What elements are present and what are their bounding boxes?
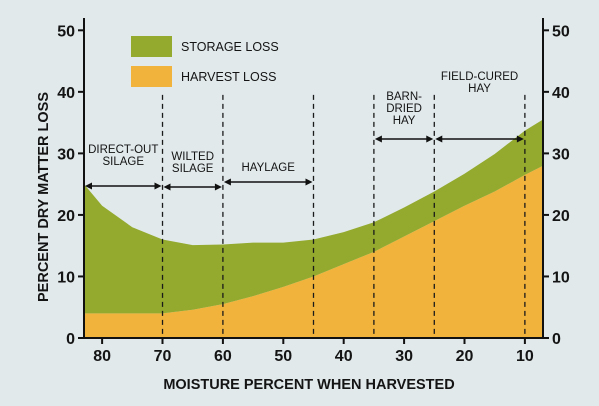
range-label-wilted-silage: SILAGE [172, 163, 214, 175]
range-dividers [161, 94, 526, 338]
stacked-areas [84, 119, 543, 338]
axes: 0 0 10 10 20 20 30 30 40 40 50 50 80 70 60 50 40 30 20 10 [57, 18, 570, 365]
range-arrowhead-left-direct-out-silage [85, 182, 92, 190]
x-tick-label-70: 70 [154, 348, 172, 365]
y-tick-label-right-20: 20 [552, 208, 570, 225]
range-label-barn-dried-hay: BARN- [386, 91, 422, 103]
x-tick-label-20: 20 [456, 348, 474, 365]
y-tick-label-right-50: 50 [552, 23, 570, 40]
x-tick-label-50: 50 [274, 348, 292, 365]
range-label-field-cured-hay: FIELD-CURED [441, 71, 518, 83]
range-label-field-cured-hay: HAY [468, 83, 491, 95]
area-storage-loss [84, 119, 543, 314]
legend-swatch-storage-loss [131, 36, 172, 57]
range-arrowhead-right-direct-out-silage [154, 182, 162, 190]
range-arrowhead-right-field-cured-hay [516, 135, 524, 143]
area-harvest-loss [84, 165, 543, 338]
range-arrowhead-right-haylage [305, 178, 313, 186]
x-tick-label-10: 10 [516, 348, 534, 365]
y-tick-label-left-30: 30 [57, 146, 75, 163]
x-tick-label-40: 40 [335, 348, 353, 365]
range-arrowhead-left-field-cured-hay [435, 135, 443, 143]
y-tick-label-left-50: 50 [57, 23, 75, 40]
x-axis-label: MOISTURE PERCENT WHEN HARVESTED [163, 377, 454, 393]
x-tick-label-80: 80 [93, 348, 111, 365]
x-tick-label-30: 30 [395, 348, 413, 365]
range-label-wilted-silage: WILTED [171, 151, 214, 163]
range-arrowhead-right-wilted-silage [214, 183, 222, 191]
y-tick-label-left-40: 40 [57, 85, 75, 102]
range-arrowhead-right-barn-dried-hay [426, 135, 434, 143]
range-label-direct-out-silage: DIRECT-OUT [88, 144, 158, 156]
range-arrowhead-left-barn-dried-hay [374, 135, 382, 143]
range-label-barn-dried-hay: DRIED [386, 103, 422, 115]
y-tick-label-right-30: 30 [552, 146, 570, 163]
legend: STORAGE LOSS HARVEST LOSS [131, 36, 279, 87]
y-tick-label-right-0: 0 [552, 331, 561, 348]
range-label-haylage: HAYLAGE [241, 162, 295, 174]
y-axis-label: PERCENT DRY MATTER LOSS [36, 92, 52, 302]
y-tick-label-left-20: 20 [57, 208, 75, 225]
y-tick-label-right-40: 40 [552, 85, 570, 102]
range-arrowhead-left-wilted-silage [163, 183, 171, 191]
legend-label-harvest-loss: HARVEST LOSS [181, 70, 276, 84]
legend-label-storage-loss: STORAGE LOSS [181, 40, 279, 54]
y-tick-label-right-10: 10 [552, 269, 570, 286]
range-arrowhead-left-haylage [223, 178, 231, 186]
range-label-direct-out-silage: SILAGE [102, 156, 144, 168]
legend-swatch-harvest-loss [131, 66, 172, 87]
x-tick-label-60: 60 [214, 348, 232, 365]
y-tick-label-left-10: 10 [57, 269, 75, 286]
range-label-barn-dried-hay: HAY [393, 115, 416, 127]
y-tick-label-left-0: 0 [66, 331, 75, 348]
